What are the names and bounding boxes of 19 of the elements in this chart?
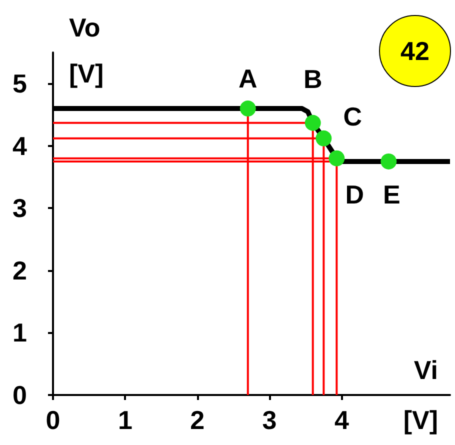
x-tick-label: 0 xyxy=(46,405,60,435)
annotation: C xyxy=(343,101,362,132)
annotation: A xyxy=(238,64,258,94)
x-tick-label: 2 xyxy=(190,405,205,435)
annotation: B xyxy=(303,64,322,94)
annotation: E xyxy=(382,179,400,210)
y-tick-label: 5 xyxy=(12,68,27,99)
x-tick-label: 1 xyxy=(118,405,132,435)
y-axis-title: Vo [V] xyxy=(69,12,104,88)
x-tick-label: 3 xyxy=(262,405,277,435)
y-tick-label: 2 xyxy=(12,255,27,286)
annotation: 42 xyxy=(400,36,430,66)
x-axis-title: Vi [V] xyxy=(403,355,438,435)
y-tick-label: 4 xyxy=(12,130,28,161)
y-tick-label: 1 xyxy=(12,318,27,348)
x-tick-label: 4 xyxy=(334,405,350,435)
y-tick-label: 0 xyxy=(12,380,27,410)
annotation: D xyxy=(345,179,364,210)
y-tick-label: 3 xyxy=(12,193,27,224)
